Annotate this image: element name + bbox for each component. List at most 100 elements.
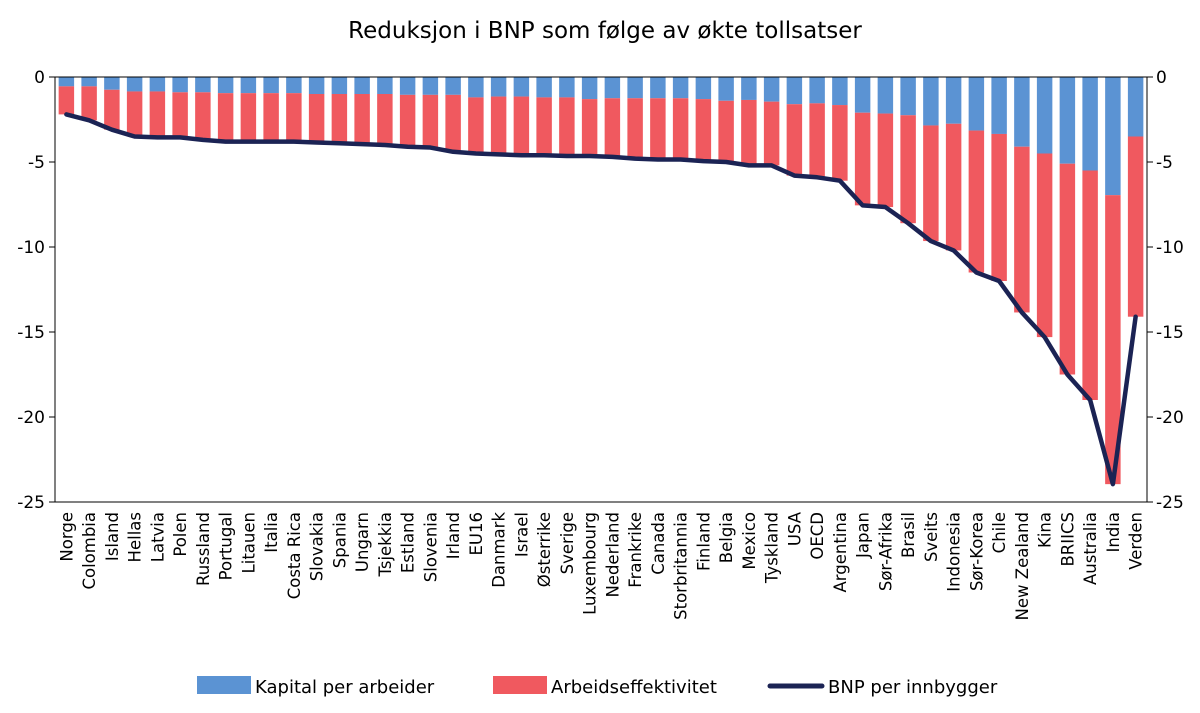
category-label-46: India (1104, 512, 1123, 553)
legend-label-2: BNP per innbygger (828, 677, 998, 698)
bar-arbeid-27 (672, 98, 689, 160)
bar-kapital-5 (172, 77, 188, 93)
bar-kapital-30 (741, 77, 757, 100)
category-label-19: Danmark (490, 512, 509, 588)
ytick-label-right-5: -25 (1156, 493, 1184, 513)
bar-arbeid-41 (991, 133, 1007, 281)
legend-label-1: Arbeidseffektivitet (551, 677, 717, 698)
bar-arbeid-23 (581, 99, 598, 157)
bar-arbeid-24 (604, 98, 621, 157)
bar-arbeid-37 (900, 115, 916, 224)
bar-arbeid-38 (923, 125, 939, 242)
bar-kapital-6 (195, 77, 211, 93)
legend: Kapital per arbeider Arbeidseffektivitet B… (197, 676, 998, 698)
ytick-label-left-1: -5 (28, 153, 45, 173)
bar-arbeid-10 (286, 93, 302, 142)
category-label-43: Kina (1036, 512, 1055, 548)
bar-arbeid-8 (240, 93, 257, 142)
bar-kapital-37 (900, 77, 916, 116)
bar-arbeid-47 (1127, 136, 1144, 317)
bar-arbeid-6 (195, 92, 211, 140)
ytick-label-left-2: -10 (17, 238, 45, 258)
bar-kapital-26 (650, 77, 666, 99)
bar-kapital-11 (308, 77, 325, 94)
bar-kapital-2 (104, 77, 120, 90)
category-label-42: New Zealand (1013, 512, 1032, 620)
bar-arbeid-45 (1082, 170, 1098, 400)
bar-kapital-42 (1014, 77, 1030, 147)
bar-arbeid-14 (377, 94, 393, 145)
bar-kapital-15 (399, 77, 416, 95)
bar-kapital-28 (695, 77, 712, 100)
category-label-41: Chile (990, 512, 1009, 553)
bar-arbeid-46 (1105, 195, 1121, 485)
category-label-34: Argentina (831, 512, 850, 593)
ytick-label-left-4: -20 (17, 408, 45, 428)
bar-arbeid-35 (854, 112, 871, 206)
ytick-label-right-0: 0 (1156, 68, 1167, 88)
category-label-29: Belgia (717, 512, 736, 563)
bar-arbeid-36 (877, 113, 894, 208)
bar-arbeid-16 (422, 94, 439, 148)
category-label-11: Slovakia (308, 512, 327, 581)
bar-arbeid-1 (81, 86, 97, 121)
bar-kapital-43 (1036, 77, 1053, 154)
category-label-8: Litauen (239, 512, 258, 573)
line-bnp-per-innbygger (64, 112, 1138, 487)
chart-title: Reduksjon i BNP som følge av økte tollsa… (348, 18, 862, 44)
category-label-26: Canada (649, 512, 668, 575)
bar-arbeid-25 (627, 98, 643, 159)
category-label-18: EU16 (467, 512, 486, 556)
bar-arbeid-9 (263, 93, 279, 142)
axes-layer: 0 0 -5 -5 -10 -10 -15 -15 -20 -20 -25 -25 (17, 68, 1184, 513)
bar-arbeid-21 (536, 97, 552, 156)
ytick-label-right-1: -5 (1156, 153, 1173, 173)
category-label-35: Japan (854, 512, 873, 559)
bar-arbeid-11 (308, 94, 325, 143)
category-label-39: Indonesia (945, 512, 964, 592)
category-label-10: Costa Rica (285, 512, 304, 599)
bar-kapital-7 (217, 77, 234, 94)
bar-arbeid-5 (172, 92, 188, 138)
category-label-22: Sverige (558, 512, 577, 574)
bar-kapital-46 (1105, 77, 1121, 196)
bar-kapital-33 (809, 77, 825, 104)
plot-frame (54, 76, 1148, 503)
ytick-label-right-2: -10 (1156, 238, 1184, 258)
bar-kapital-29 (718, 77, 734, 101)
bar-arbeid-15 (399, 94, 416, 147)
category-label-21: Østerrike (535, 512, 554, 587)
category-label-0: Norge (57, 512, 76, 562)
bar-kapital-10 (286, 77, 302, 94)
bar-kapital-38 (923, 77, 939, 126)
ytick-label-right-4: -20 (1156, 408, 1184, 428)
category-label-3: Hellas (126, 512, 145, 562)
bar-kapital-23 (581, 77, 598, 100)
bar-kapital-22 (559, 77, 575, 98)
category-label-44: BRIICS (1058, 512, 1077, 567)
bar-kapital-31 (763, 77, 780, 102)
category-label-5: Polen (171, 512, 190, 557)
bar-arbeid-40 (968, 130, 985, 273)
category-label-14: Tsjekkia (376, 512, 395, 578)
bar-arbeid-0 (58, 86, 75, 115)
category-label-40: Sør-Korea (967, 512, 986, 591)
bar-arbeid-13 (354, 94, 370, 145)
bar-arbeid-3 (126, 91, 143, 137)
bar-kapital-16 (422, 77, 439, 95)
bar-kapital-39 (945, 77, 962, 124)
bar-arbeid-4 (149, 91, 166, 138)
category-label-45: Australia (1081, 512, 1100, 585)
category-label-32: USA (785, 511, 804, 546)
category-label-38: Sveits (922, 512, 941, 562)
category-labels: Norge Colombia Island Hellas Latvia Polen Russ… (57, 511, 1145, 620)
bar-arbeid-34 (832, 105, 848, 181)
legend-label-0: Kapital per arbeider (255, 677, 435, 698)
ytick-label-left-5: -25 (17, 493, 45, 513)
category-label-15: Estland (399, 512, 418, 573)
ytick-label-left-3: -15 (17, 323, 45, 343)
bar-kapital-21 (536, 77, 552, 98)
category-label-33: OECD (808, 512, 827, 560)
category-label-37: Brasil (899, 512, 918, 558)
